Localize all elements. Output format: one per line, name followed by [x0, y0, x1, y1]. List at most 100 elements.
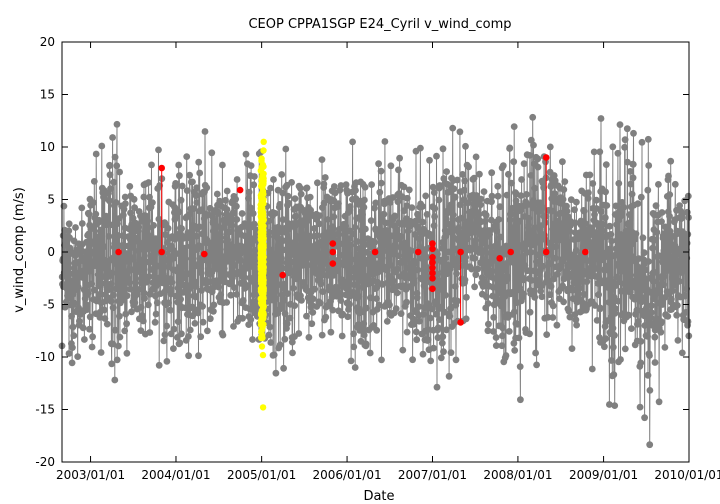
data-point [329, 306, 337, 314]
data-point [413, 294, 421, 302]
data-point [489, 267, 496, 275]
data-point [563, 207, 571, 215]
data-point [514, 253, 522, 261]
data-point [640, 249, 648, 257]
data-point [552, 254, 559, 262]
data-point [250, 181, 258, 189]
data-point [349, 138, 356, 146]
data-point [525, 214, 533, 222]
flagged-point [429, 253, 436, 261]
data-point [245, 195, 252, 202]
data-point [295, 330, 303, 337]
data-point [90, 199, 97, 207]
data-point [311, 285, 319, 293]
data-point [127, 266, 135, 274]
flagged-point [158, 164, 165, 172]
y-tick-label: -20 [35, 455, 55, 469]
data-point [597, 115, 605, 122]
data-point [611, 402, 619, 409]
data-point [602, 188, 609, 196]
data-point [131, 278, 139, 286]
data-point [546, 239, 553, 247]
data-point [531, 184, 539, 192]
data-point [549, 314, 557, 321]
data-point [85, 230, 92, 238]
data-point [476, 170, 483, 178]
data-point [591, 246, 599, 254]
data-point [416, 235, 423, 243]
data-point [611, 331, 618, 339]
data-point [288, 338, 296, 346]
data-point [324, 233, 332, 241]
data-point [186, 326, 194, 334]
data-point [437, 354, 445, 362]
data-point [353, 238, 361, 245]
flagged-point [457, 248, 464, 256]
data-point [347, 241, 355, 249]
data-point [449, 211, 457, 219]
data-point [155, 146, 162, 154]
data-point [258, 343, 266, 350]
data-point [123, 320, 130, 328]
data-point [548, 207, 556, 215]
data-point [617, 356, 624, 363]
data-point [682, 308, 690, 316]
data-point [657, 318, 665, 325]
data-point [175, 208, 183, 216]
data-point [257, 167, 264, 174]
data-point [118, 242, 126, 250]
data-point [163, 322, 171, 330]
data-point [106, 171, 114, 179]
data-point [316, 212, 323, 220]
data-point [552, 243, 559, 251]
data-point [660, 273, 668, 281]
data-point [123, 349, 131, 357]
data-point [399, 346, 407, 354]
data-point [435, 196, 443, 204]
data-point [220, 265, 228, 272]
data-point [536, 239, 543, 247]
data-point [152, 310, 160, 318]
data-point [358, 326, 366, 333]
data-point [357, 277, 365, 284]
data-point [423, 211, 431, 218]
data-point [471, 255, 478, 262]
data-point [429, 183, 437, 191]
data-point [247, 240, 255, 248]
data-point [393, 289, 401, 297]
data-point [377, 167, 385, 175]
flagged-point [158, 248, 165, 256]
data-point [330, 183, 338, 190]
data-point [678, 265, 686, 273]
data-point [86, 313, 94, 321]
data-point [614, 149, 622, 157]
data-point [271, 288, 278, 296]
data-point [289, 284, 297, 292]
data-point [445, 248, 453, 256]
data-point [625, 311, 633, 319]
data-point [199, 318, 207, 326]
data-point [119, 296, 127, 304]
data-point [201, 128, 209, 135]
data-point [197, 243, 205, 251]
data-point [586, 171, 594, 179]
data-point [206, 315, 214, 323]
data-point [329, 225, 337, 233]
data-point [351, 364, 359, 371]
data-point [411, 259, 419, 267]
data-point [92, 150, 100, 158]
data-point [94, 271, 102, 278]
x-tick-label: 2005/01/01 [227, 468, 296, 482]
data-point [465, 163, 472, 171]
data-point [93, 261, 101, 269]
data-point [510, 259, 517, 266]
data-point [446, 312, 454, 320]
data-point [401, 239, 409, 247]
data-point [601, 343, 608, 351]
data-point [541, 219, 549, 227]
data-point [266, 245, 273, 253]
data-point [533, 251, 541, 259]
data-point [378, 254, 386, 262]
data-point [109, 221, 116, 229]
data-point [448, 228, 456, 236]
